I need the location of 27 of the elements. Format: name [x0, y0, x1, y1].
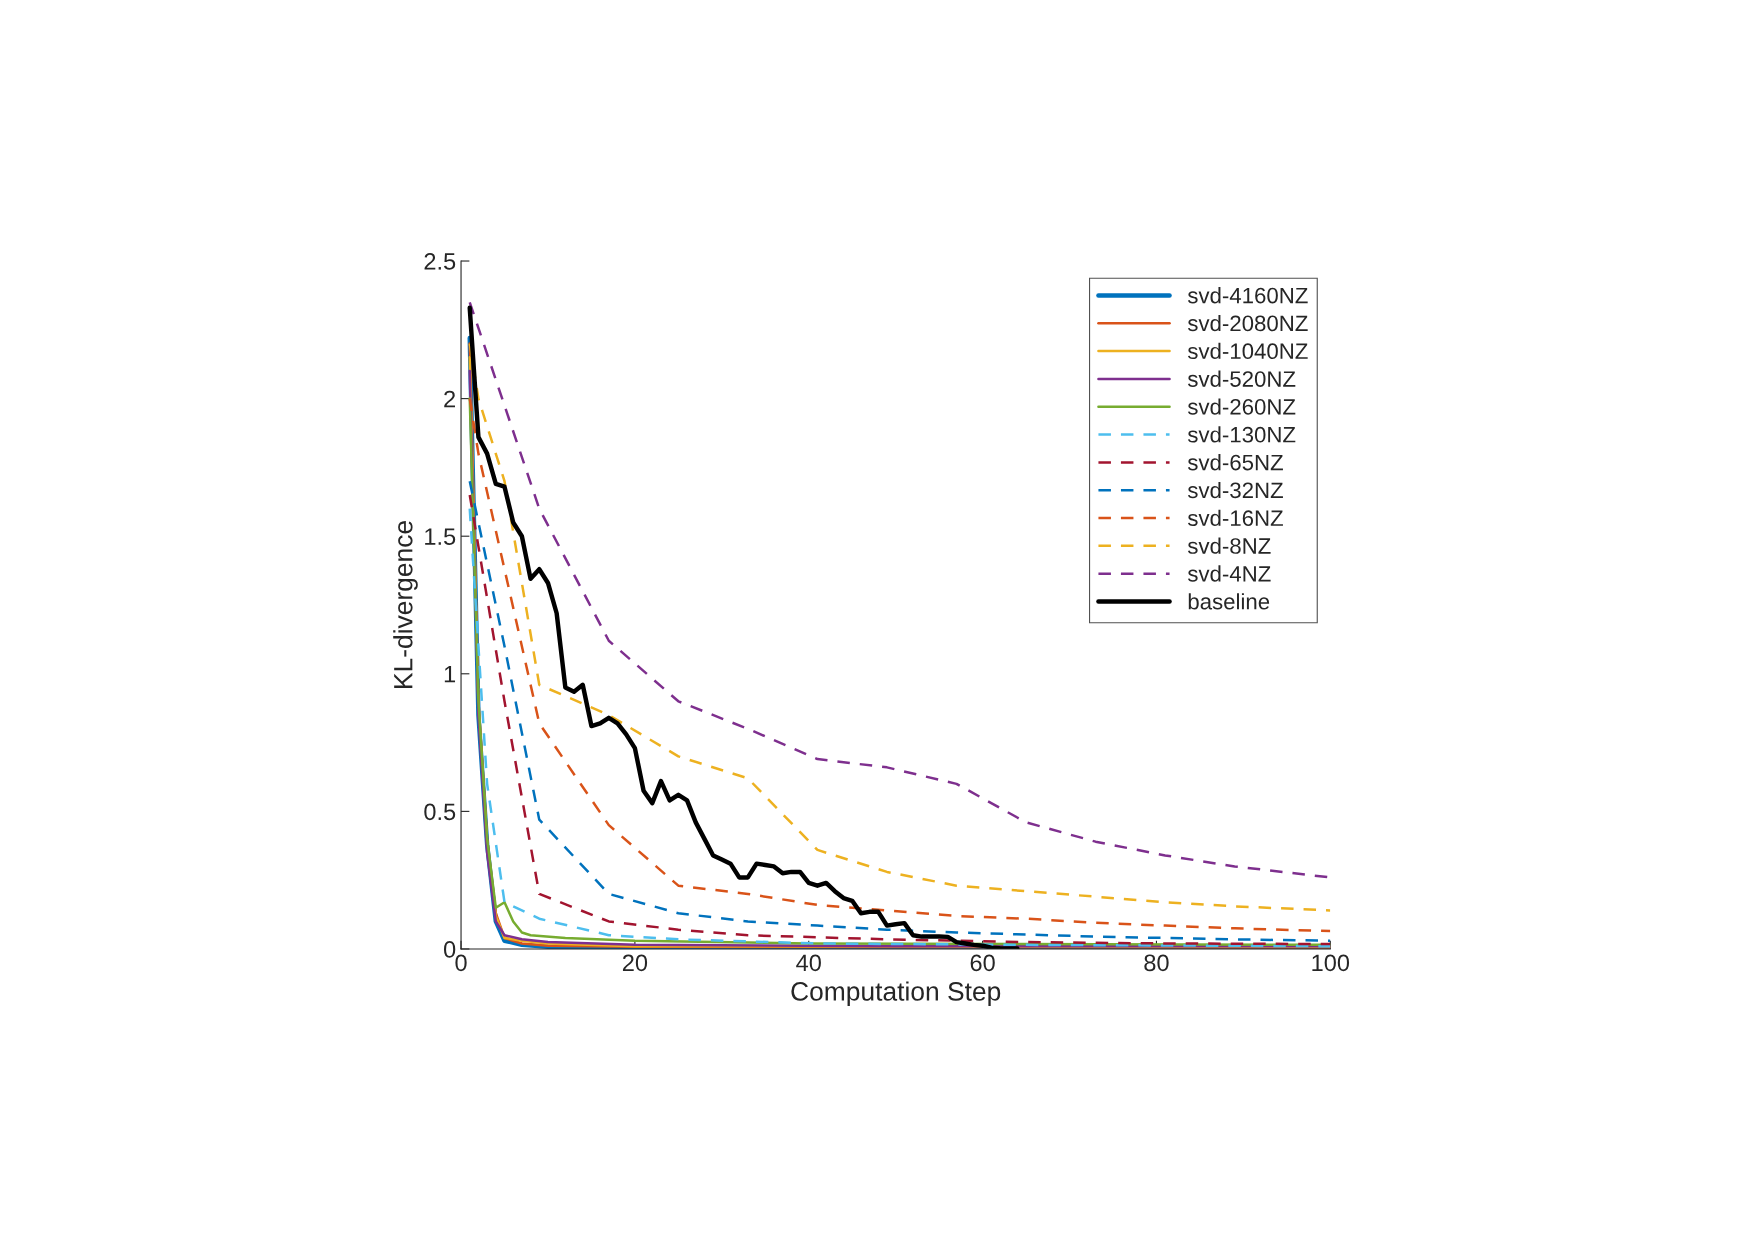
x-tick-label: 60 — [970, 954, 995, 972]
y-tick-label: 2 — [444, 390, 455, 408]
legend-label: svd-16NZ — [1187, 509, 1283, 527]
legend-label: svd-260NZ — [1187, 398, 1296, 415]
legend-label: svd-32NZ — [1187, 481, 1283, 499]
x-tick-label: 80 — [1144, 954, 1169, 972]
y-tick-label: 0 — [443, 941, 456, 958]
legend-label: svd-130NZ — [1187, 426, 1296, 443]
legend-label: svd-65NZ — [1187, 454, 1283, 471]
legend-label: svd-8NZ — [1187, 537, 1271, 554]
legend-label: baseline — [1188, 593, 1270, 610]
legend-label: svd-1040NZ — [1187, 342, 1308, 360]
y-tick-label: 2.5 — [424, 253, 456, 270]
legend-label: svd-4NZ — [1187, 565, 1271, 582]
y-tick-label: 0.5 — [424, 803, 456, 821]
x-tick-label: 100 — [1312, 954, 1350, 972]
legend-label: svd-4160NZ — [1187, 287, 1308, 304]
y-axis-title: KL-divergence — [393, 521, 418, 688]
legend-label: svd-520NZ — [1187, 370, 1296, 387]
line-series — [467, 305, 1020, 949]
y-tick-label: 1 — [444, 666, 456, 683]
x-axis-title: Computation Step — [791, 981, 1001, 1006]
x-tick-label: 40 — [796, 954, 821, 972]
x-tick-label: 20 — [622, 954, 648, 972]
legend-label: svd-2080NZ — [1187, 314, 1308, 332]
y-tick-label: 1.5 — [425, 528, 456, 545]
x-tick-label: 0 — [455, 954, 467, 972]
